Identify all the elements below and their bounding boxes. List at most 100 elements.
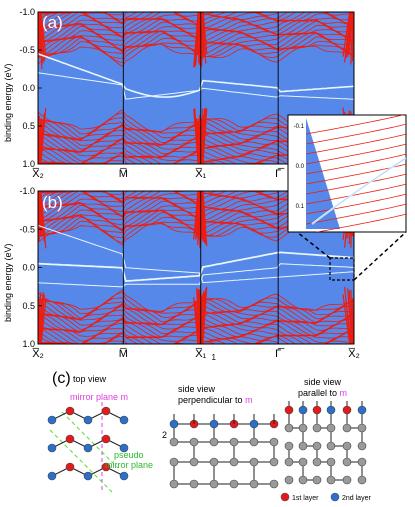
side-par-label-2: parallel to m [298, 388, 347, 398]
atom [83, 443, 93, 453]
pseudo-mirror-label-1: pseudo [114, 450, 144, 460]
kpoint-label: X̅₁ [195, 348, 207, 360]
atom [312, 441, 322, 451]
atom [119, 415, 129, 425]
ytick-label: 0.0 [22, 263, 35, 273]
atom [119, 443, 129, 453]
kpoint-label: Γ̅ [275, 348, 285, 360]
atom [357, 457, 367, 467]
atom [65, 406, 75, 416]
side-view-parallel [284, 401, 367, 485]
atom [342, 457, 352, 467]
atom [298, 423, 308, 433]
mirror-plane-label: mirror plane m [70, 392, 128, 402]
atom [298, 457, 308, 467]
atom [209, 437, 219, 447]
atom [83, 415, 93, 425]
ytick-label: 0.5 [22, 301, 35, 311]
kpoint-label: X̅₂ [32, 348, 44, 360]
atom [47, 415, 57, 425]
panel-c-label: (c) [52, 370, 71, 387]
atom [169, 457, 179, 467]
panel-a-kpoint-lines [122, 12, 279, 164]
atom [169, 437, 179, 447]
panel-a-label: (a) [42, 13, 63, 32]
kpoint-label: M̅ [119, 348, 128, 360]
panel-a-yticks: -1.0 -0.5 0.0 0.5 1.0 [19, 7, 42, 169]
atom [189, 457, 199, 467]
inset-bands [305, 115, 406, 232]
atom [326, 441, 336, 451]
atom [357, 423, 367, 433]
atom [101, 434, 111, 444]
atom [119, 471, 129, 481]
atom [326, 457, 336, 467]
inset-ytick-label: -0.1 [294, 124, 305, 130]
atom [357, 405, 367, 415]
atom [269, 457, 279, 467]
atom [83, 471, 93, 481]
atom [101, 462, 111, 472]
kpoint-label: X̅₁ [195, 168, 207, 180]
top-view-structure [47, 402, 129, 493]
top-view-label: top view [73, 374, 107, 384]
atom [326, 405, 336, 415]
legend-second-layer: 2nd layer [342, 495, 371, 502]
side-label-2: 2 [162, 430, 167, 440]
inset: -0.1 0.0 0.1 [287, 114, 407, 233]
atom [189, 437, 199, 447]
atom [169, 419, 179, 429]
atom [342, 441, 352, 451]
atom [209, 457, 219, 467]
legend-second-layer-marker [330, 492, 340, 502]
inset-ytick-label: 0.1 [296, 204, 305, 210]
atom [189, 479, 199, 489]
panel-a-ylabel: binding energy (eV) [3, 63, 13, 142]
ytick-label: -1.0 [19, 186, 35, 196]
atom [47, 471, 57, 481]
atom [269, 437, 279, 447]
panel-b-kpoint-labels: X̅₂ M̅ X̅₁ Γ̅ X̅₂ 1 [32, 348, 360, 362]
inset-ytick-label: 0.0 [296, 164, 305, 170]
atom [357, 441, 367, 451]
atom [312, 405, 322, 415]
atom [101, 406, 111, 416]
atom [209, 479, 219, 489]
atom [284, 457, 294, 467]
legend-first-layer: 1st layer [292, 495, 319, 502]
ytick-label: 0.0 [22, 83, 35, 93]
kpoint-label: M̅ [119, 168, 128, 180]
atom [249, 457, 259, 467]
ytick-label: 1.0 [22, 159, 35, 169]
atom [249, 437, 259, 447]
atom [284, 441, 294, 451]
kpoint-label: X̅₂ [32, 168, 44, 180]
side-perp-label-2: perpendicular to m [178, 395, 253, 405]
atom [312, 423, 322, 433]
zoom-region [329, 257, 355, 281]
pseudo-mirror-label-2: mirror plane [105, 460, 153, 470]
legend-first-layer-marker [280, 492, 290, 502]
panel-b-yticks: -1.0 -0.5 0.0 0.5 1.0 [19, 186, 42, 349]
atom [65, 434, 75, 444]
panel-b-kpoint-lines [122, 191, 279, 344]
atom [357, 475, 367, 485]
atom [249, 479, 259, 489]
inset-yticks: -0.1 0.0 0.1 [294, 124, 305, 210]
ytick-label: 0.5 [22, 121, 35, 131]
atom [229, 437, 239, 447]
kpoint-label: Γ̅ [275, 168, 285, 180]
atom [47, 443, 57, 453]
atom [342, 475, 352, 485]
side-par-label-1: side view [304, 377, 342, 387]
atom [249, 419, 259, 429]
atom [284, 475, 294, 485]
panel-b-bands [38, 191, 354, 344]
atom [298, 441, 308, 451]
ytick-label: -0.5 [19, 224, 35, 234]
atom [298, 475, 308, 485]
atom [229, 479, 239, 489]
atom [284, 405, 294, 415]
ytick-label: 1.0 [22, 339, 35, 349]
